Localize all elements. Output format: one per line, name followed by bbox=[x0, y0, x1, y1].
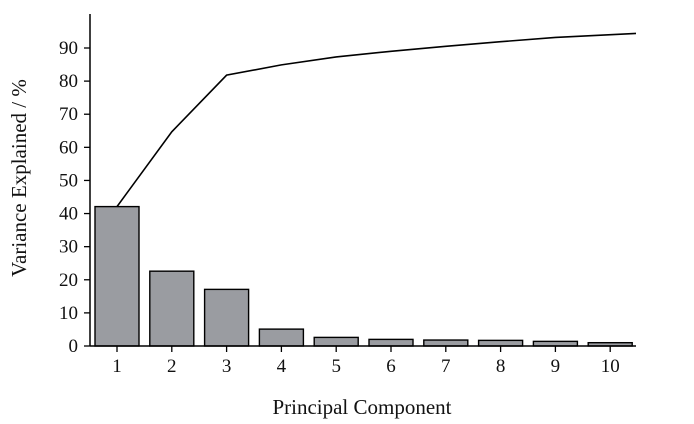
y-tick-label-20: 20 bbox=[59, 270, 78, 291]
x-tick-label-6: 6 bbox=[386, 356, 396, 377]
bar-6 bbox=[368, 338, 414, 347]
y-tick-label-30: 30 bbox=[59, 237, 78, 258]
y-tick-label-90: 90 bbox=[59, 38, 78, 59]
x-tick-label-10: 10 bbox=[601, 356, 620, 377]
y-axis-title: Variance Explained / % bbox=[7, 79, 31, 277]
x-tick-label-4: 4 bbox=[277, 356, 287, 377]
y-tick-label-80: 80 bbox=[59, 71, 78, 92]
bar-series bbox=[94, 205, 633, 347]
bar-8 bbox=[477, 339, 524, 347]
cumulative-variance-line bbox=[116, 32, 637, 208]
x-axis-title: Principal Component bbox=[272, 395, 451, 419]
x-tick-label-7: 7 bbox=[441, 356, 451, 377]
x-tick-label-5: 5 bbox=[331, 356, 341, 377]
y-tick-label-50: 50 bbox=[59, 170, 78, 191]
x-tick-label-8: 8 bbox=[496, 356, 506, 377]
y-tick-label-60: 60 bbox=[59, 137, 78, 158]
bar-5 bbox=[313, 336, 359, 347]
bar-7 bbox=[423, 339, 469, 347]
bar-3 bbox=[203, 288, 250, 347]
y-tick-label-70: 70 bbox=[59, 104, 78, 125]
y-tick-label-0: 0 bbox=[69, 336, 79, 357]
cumulative-line-series bbox=[116, 32, 637, 208]
x-axis-ticks: 1 2 3 4 5 6 7 8 9 10 bbox=[112, 346, 620, 377]
bar-1 bbox=[94, 205, 140, 347]
x-tick-label-1: 1 bbox=[112, 356, 122, 377]
bar-2 bbox=[149, 270, 195, 347]
x-tick-label-2: 2 bbox=[167, 356, 177, 377]
y-axis-ticks: 0 10 20 30 40 50 60 70 80 90 bbox=[59, 38, 90, 357]
y-tick-label-40: 40 bbox=[59, 204, 78, 225]
bar-4 bbox=[258, 328, 305, 347]
x-tick-label-9: 9 bbox=[551, 356, 561, 377]
x-tick-label-3: 3 bbox=[222, 356, 232, 377]
y-tick-label-10: 10 bbox=[59, 303, 78, 324]
